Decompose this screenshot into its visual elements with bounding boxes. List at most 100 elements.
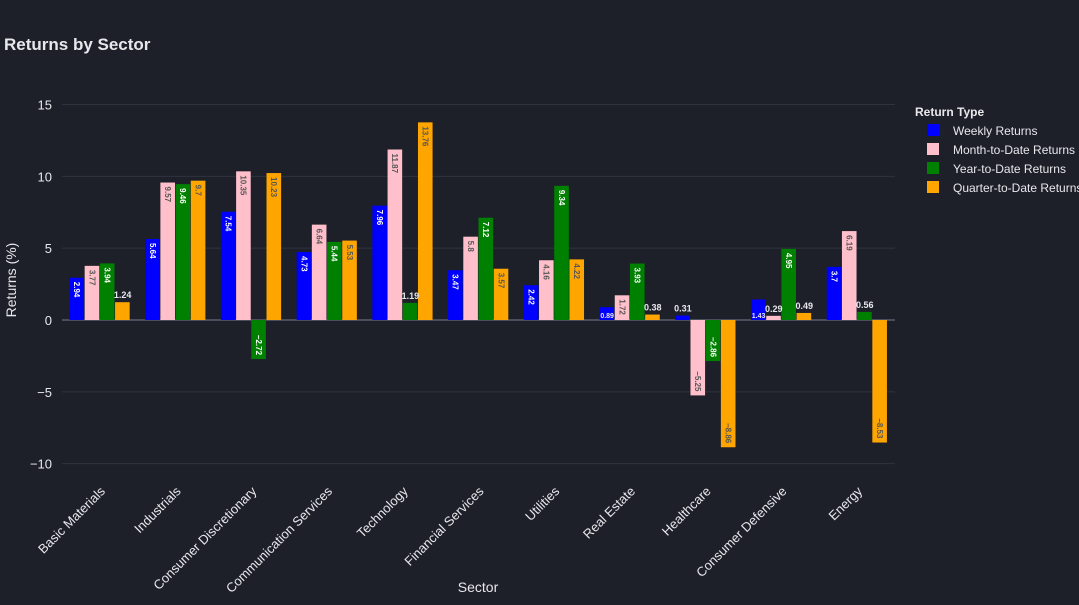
bar [690, 320, 706, 396]
bar [523, 285, 539, 320]
bar-value-label: 6.64 [314, 229, 323, 245]
bar-value-label: 0.89 [600, 313, 614, 320]
bar [645, 314, 660, 320]
bar-value-label: 4.22 [572, 263, 581, 279]
bar [342, 240, 357, 320]
bar-value-label: −8.53 [875, 418, 884, 439]
bar-value-label: −8.86 [723, 423, 732, 444]
bar-value-label: 1.19 [402, 291, 420, 301]
bar [236, 171, 251, 320]
bar-value-label: 7.96 [375, 210, 384, 226]
bar [296, 252, 312, 320]
bar [857, 311, 872, 320]
bar [220, 211, 236, 320]
bar-value-label: 9.46 [178, 188, 187, 204]
bar [569, 259, 585, 320]
y-tick-label: −10 [30, 457, 52, 472]
x-tick-label: Technology [354, 483, 411, 540]
bar [751, 299, 766, 320]
bar-value-label: 2.42 [526, 289, 535, 305]
bar-value-label: 1.24 [114, 290, 132, 300]
bar-value-label: 5.53 [345, 245, 354, 261]
bar-value-label: 7.54 [224, 216, 233, 232]
y-tick-label: 0 [45, 313, 52, 328]
legend-swatch [927, 162, 939, 174]
bar-value-label: 9.34 [557, 190, 566, 206]
bar-value-label: 1.72 [617, 299, 626, 315]
bar [463, 236, 478, 320]
bar-value-label: 10.23 [269, 177, 278, 198]
bar-value-label: 4.95 [784, 253, 793, 269]
y-axis-title: Returns (%) [3, 243, 19, 318]
bar [841, 231, 857, 320]
bar-value-label: 5.64 [148, 243, 157, 259]
bar-value-label: 5.8 [466, 241, 475, 253]
x-tick-label: Energy [826, 483, 866, 523]
bar [675, 315, 690, 320]
bar [493, 268, 509, 320]
x-tick-label: Utilities [522, 483, 563, 524]
bar [99, 263, 115, 320]
legend: Return Type Weekly Returns Month-to-Date … [915, 105, 1079, 195]
bar [599, 307, 615, 320]
x-tick-label: Industrials [131, 483, 184, 536]
bar [311, 224, 327, 320]
bar-value-label: −2.86 [708, 337, 717, 358]
bar [872, 320, 887, 443]
bar-value-label: 7.12 [481, 222, 490, 238]
bar-value-label: 0.56 [856, 300, 874, 310]
bar-value-label: 0.49 [795, 301, 813, 311]
x-tick-label: Real Estate [580, 484, 638, 542]
y-tick-label: 5 [45, 241, 52, 256]
bar [478, 217, 494, 320]
x-tick-label: Healthcare [659, 484, 714, 539]
bar [175, 184, 191, 320]
bar-value-label: 3.77 [87, 270, 96, 286]
bar-value-label: 1.43 [752, 313, 766, 320]
bar [796, 312, 812, 320]
bar-value-label: 9.7 [193, 185, 202, 197]
bar-value-label: 11.87 [390, 154, 399, 174]
bar [720, 320, 736, 448]
bar-value-label: 6.19 [845, 235, 854, 251]
bar [266, 173, 282, 320]
legend-item-label: Year-to-Date Returns [953, 162, 1066, 176]
bar-value-label: −5.25 [693, 371, 702, 392]
bar-value-label: 9.57 [163, 187, 172, 203]
bar [539, 260, 554, 320]
bar [190, 180, 206, 320]
x-tick-label: Financial Services [401, 483, 487, 569]
bar-value-label: 3.7 [829, 271, 838, 283]
bar [448, 270, 463, 320]
bar [781, 248, 797, 320]
bar-value-label: 4.16 [542, 264, 551, 280]
bar [372, 205, 387, 320]
bar [387, 149, 403, 320]
bar-value-label: 0.38 [644, 303, 662, 313]
bar-value-label: 2.94 [72, 282, 81, 298]
bar [629, 263, 645, 320]
bar [251, 320, 266, 360]
bar [115, 302, 130, 320]
legend-item-label: Weekly Returns [953, 124, 1037, 138]
bar-value-label: 3.93 [633, 268, 642, 284]
bar [554, 185, 569, 320]
bar-value-label: 3.47 [451, 274, 460, 290]
x-axis-title: Sector [458, 579, 499, 595]
bar [145, 238, 160, 320]
bar-value-label: 13.76 [421, 126, 430, 147]
y-tick-label: 15 [38, 98, 52, 113]
y-tick-label: −5 [37, 385, 52, 400]
bar-value-label: 0.29 [765, 304, 783, 314]
legend-title: Return Type [915, 105, 984, 119]
bar [160, 182, 175, 320]
bar [402, 302, 418, 320]
legend-swatch [927, 181, 939, 193]
bar [766, 315, 781, 320]
y-axis-ticks: −10 −5 0 5 10 15 [30, 98, 52, 472]
bar [69, 277, 85, 320]
legend-swatch [927, 143, 939, 155]
